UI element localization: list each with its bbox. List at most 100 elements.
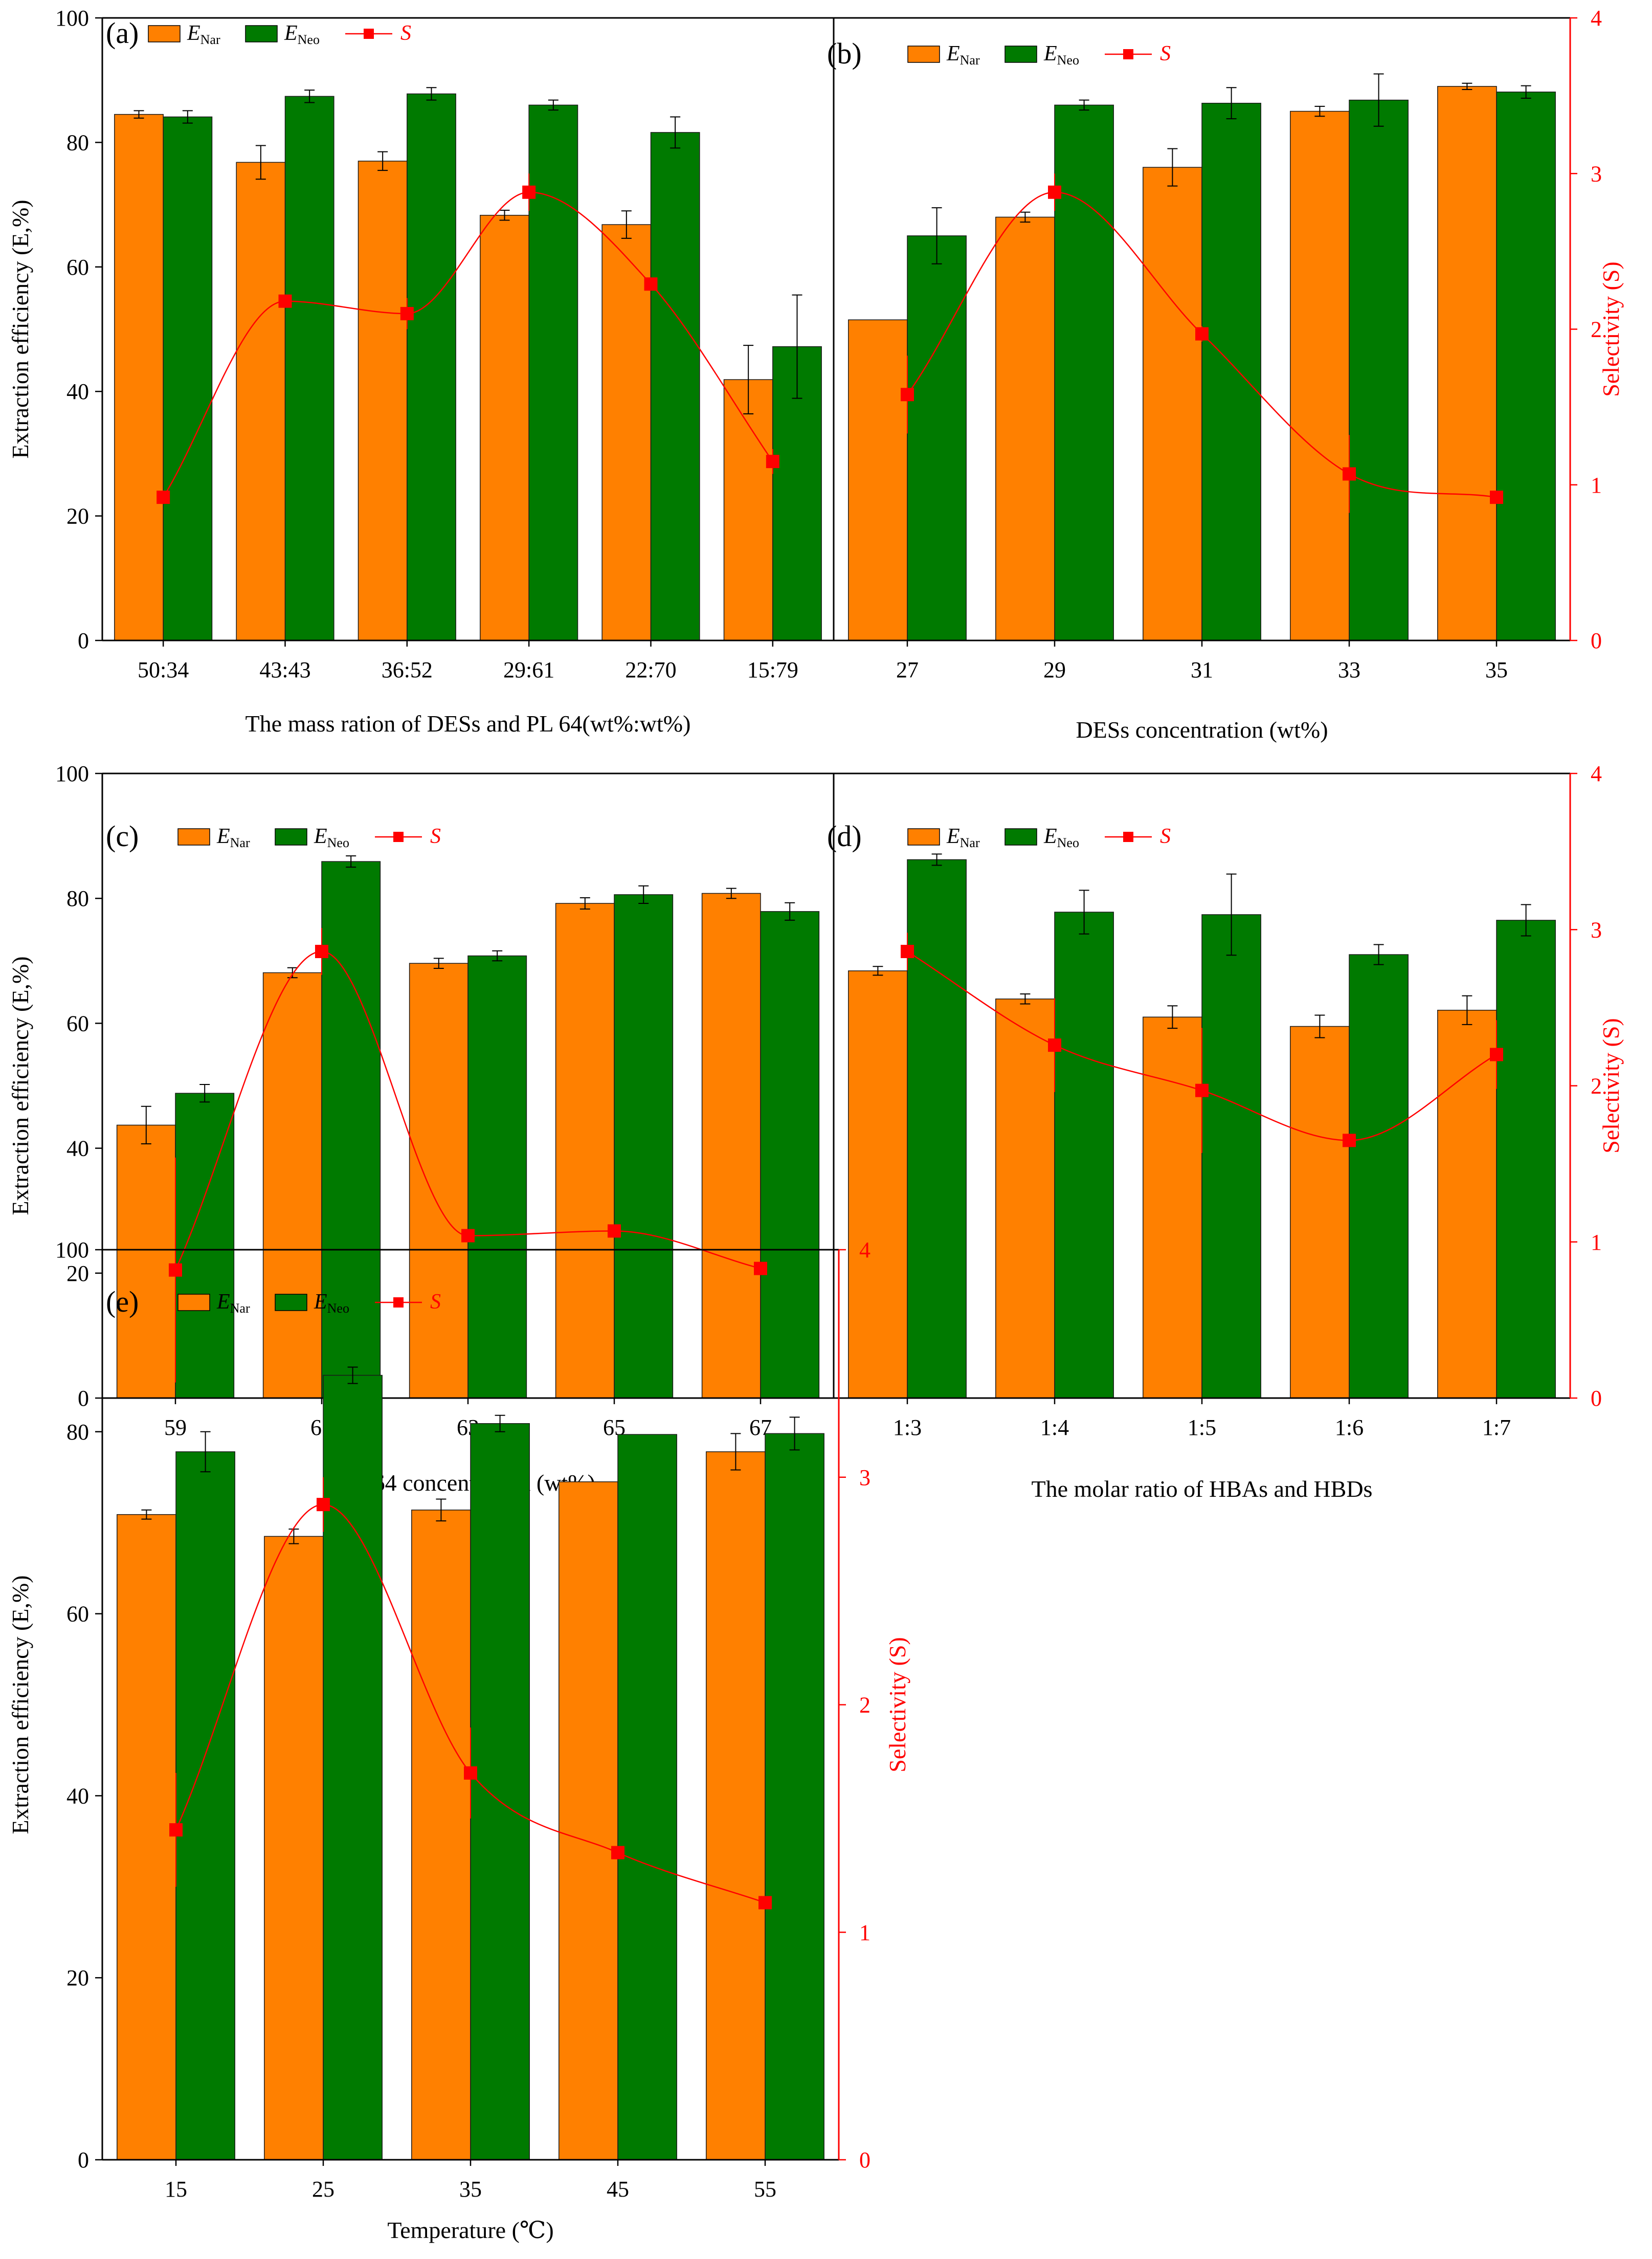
y2-tick-label: 1 (859, 1920, 870, 1945)
y-tick-label: 80 (66, 886, 89, 911)
bar-nar (601, 224, 652, 641)
y2-tick-label: 3 (1591, 161, 1602, 186)
bar-nar (1143, 1016, 1202, 1399)
x-tick-label: 43:43 (259, 657, 310, 682)
selectivity-point (522, 185, 536, 199)
bar-nar (117, 1514, 176, 2160)
x-tick-label: 22:70 (625, 657, 676, 682)
bar-nar (114, 114, 164, 641)
bar-neo (1201, 102, 1261, 641)
y2-tick-label: 3 (859, 1465, 870, 1490)
y2-axis-label: Selectivity (S) (1598, 1018, 1624, 1153)
selectivity-point (1490, 1048, 1503, 1061)
x-tick-label: 25 (312, 2177, 334, 2202)
y2-tick-label: 0 (1591, 628, 1602, 653)
selectivity-point (1343, 1134, 1356, 1147)
x-tick-label: 55 (754, 2177, 776, 2202)
legend-label-nar: ENar (216, 1290, 250, 1316)
bar-nar (480, 215, 529, 641)
bar-nar (555, 903, 615, 1399)
legend-swatch-nar (148, 25, 181, 42)
bar-neo (470, 1423, 530, 2160)
bar-neo (614, 894, 674, 1399)
panel-label: (b) (827, 37, 862, 70)
bar-nar (411, 1510, 471, 2160)
bar-nar (358, 161, 408, 641)
y2-tick-label: 2 (1591, 317, 1602, 342)
y2-tick-label: 0 (859, 2147, 870, 2173)
x-tick-label: 1:3 (893, 1415, 922, 1440)
legend-swatch-nar (907, 828, 940, 846)
legend-label-neo: ENeo (1043, 825, 1079, 850)
bar-neo (1349, 99, 1409, 641)
bar-neo (1496, 92, 1556, 641)
bar-nar (409, 963, 468, 1399)
bar-nar (848, 319, 908, 641)
selectivity-point (766, 455, 779, 469)
selectivity-line (163, 191, 773, 498)
x-tick-label: 1:4 (1040, 1415, 1069, 1440)
legend-label-nar: ENar (216, 825, 250, 850)
y-axis-label: Extraction efficiency (E,%) (7, 200, 33, 458)
x-tick-label: 15 (165, 2177, 187, 2202)
x-tick-label: 29 (1043, 657, 1066, 682)
bar-neo (1054, 912, 1114, 1399)
legend-label-neo: ENeo (284, 21, 320, 47)
bar-nar (264, 1536, 324, 2160)
bar-neo (907, 235, 967, 641)
legend-label-s: S (430, 1290, 441, 1314)
legend-label-nar: ENar (946, 42, 980, 68)
bar-neo (323, 1375, 383, 2160)
bar-neo (321, 861, 381, 1399)
legend-label-neo: ENeo (314, 1290, 349, 1316)
bar-nar (1290, 110, 1350, 641)
legend-marker-s (364, 29, 374, 39)
y-tick-label: 40 (66, 1136, 89, 1161)
selectivity-point (278, 294, 292, 308)
legend-swatch-nar (907, 46, 940, 63)
bar-nar (701, 893, 761, 1399)
legend-label-s: S (430, 825, 441, 848)
y2-tick-label: 0 (1591, 1386, 1602, 1411)
x-axis-label: DESs concentration (wt%) (1076, 717, 1328, 743)
legend-swatch-nar (177, 1294, 210, 1311)
selectivity-point (754, 1261, 767, 1275)
y-tick-label: 100 (55, 6, 89, 31)
bar-neo (617, 1434, 677, 2160)
legend-label-nar: ENar (946, 825, 980, 850)
y2-tick-label: 4 (1591, 6, 1602, 31)
legend-label-nar: ENar (187, 21, 220, 47)
selectivity-point (1048, 185, 1061, 199)
panel-label: (e) (106, 1285, 139, 1318)
y2-axis-label: Selectivity (S) (1598, 261, 1624, 396)
y-tick-label: 80 (66, 130, 89, 155)
selectivity-point (169, 1263, 182, 1277)
bar-nar (1290, 1026, 1350, 1399)
y-axis-label: Extraction efficiency (E,%) (7, 1575, 33, 1834)
selectivity-point (461, 1229, 475, 1243)
y-tick-label: 80 (66, 1420, 89, 1445)
y-tick-label: 0 (78, 2147, 89, 2173)
bar-nar (236, 162, 286, 641)
bar-neo (1201, 914, 1261, 1399)
legend-label-s: S (1160, 42, 1171, 65)
x-tick-label: 1:7 (1482, 1415, 1511, 1440)
bar-nar (262, 972, 322, 1399)
legend-swatch-neo (245, 25, 278, 42)
legend-swatch-neo (1004, 46, 1037, 63)
x-axis-label: The mass ration of DESs and PL 64(wt%:wt… (245, 711, 691, 737)
bar-neo (528, 104, 578, 641)
y2-tick-label: 4 (1591, 761, 1602, 786)
y-axis-label: Extraction efficiency (E,%) (7, 956, 33, 1215)
panel-label: (c) (106, 820, 139, 853)
bar-neo (284, 96, 334, 641)
legend-marker-s (1123, 49, 1133, 59)
y-tick-label: 100 (55, 761, 89, 786)
selectivity-point (901, 944, 914, 958)
bar-neo (1496, 920, 1556, 1399)
y-tick-label: 0 (78, 628, 89, 653)
y2-tick-label: 1 (1591, 473, 1602, 498)
legend-marker-s (393, 1297, 404, 1308)
